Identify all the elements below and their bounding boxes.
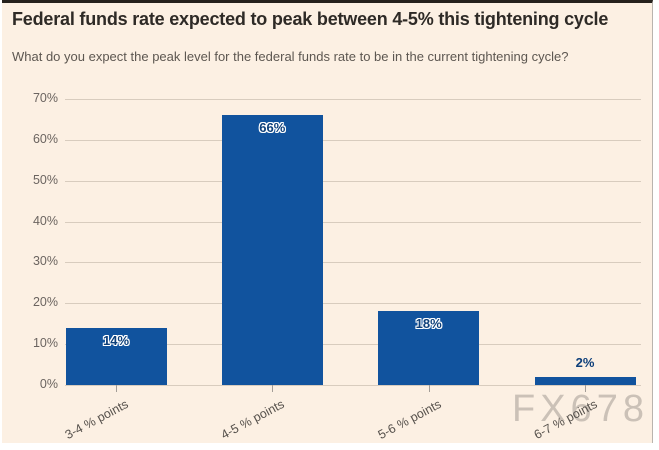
- y-gridline: [65, 344, 641, 346]
- y-axis-tick-label: 20%: [32, 295, 58, 310]
- y-gridline: [65, 139, 641, 141]
- x-axis-tick: [272, 385, 274, 392]
- y-gridline: [65, 262, 641, 264]
- y-gridline: [65, 99, 641, 100]
- y-axis-tick-label: 10%: [32, 336, 58, 351]
- y-axis-tick-label: 40%: [32, 213, 58, 228]
- y-axis-tick-label: 70%: [32, 91, 58, 105]
- y-axis-tick-label: 50%: [32, 172, 58, 187]
- x-axis-tick: [116, 385, 117, 392]
- y-axis-tick-label: 0%: [39, 377, 58, 391]
- bar: [378, 311, 480, 385]
- chart-title: Federal funds rate expected to peak betw…: [12, 9, 609, 29]
- watermark-text: FX678: [512, 388, 649, 430]
- bar-value-label: 18%: [415, 316, 442, 331]
- y-gridline: [65, 180, 641, 182]
- bar: [65, 328, 167, 385]
- x-axis-tick: [585, 385, 586, 392]
- bar: [534, 377, 636, 385]
- y-gridline: [65, 221, 641, 223]
- y-axis-tick-label: 60%: [32, 131, 58, 146]
- chart-subtitle: What do you expect the peak level for th…: [12, 49, 569, 64]
- x-axis-tick: [428, 385, 430, 392]
- bar-value-label: 66%: [259, 120, 286, 135]
- y-axis-tick-label: 30%: [32, 254, 58, 269]
- y-gridline: [65, 385, 641, 386]
- y-gridline: [65, 303, 641, 305]
- bar-value-label: 14%: [102, 333, 130, 348]
- bar: [221, 115, 323, 385]
- bar-value-label: 2%: [575, 355, 595, 370]
